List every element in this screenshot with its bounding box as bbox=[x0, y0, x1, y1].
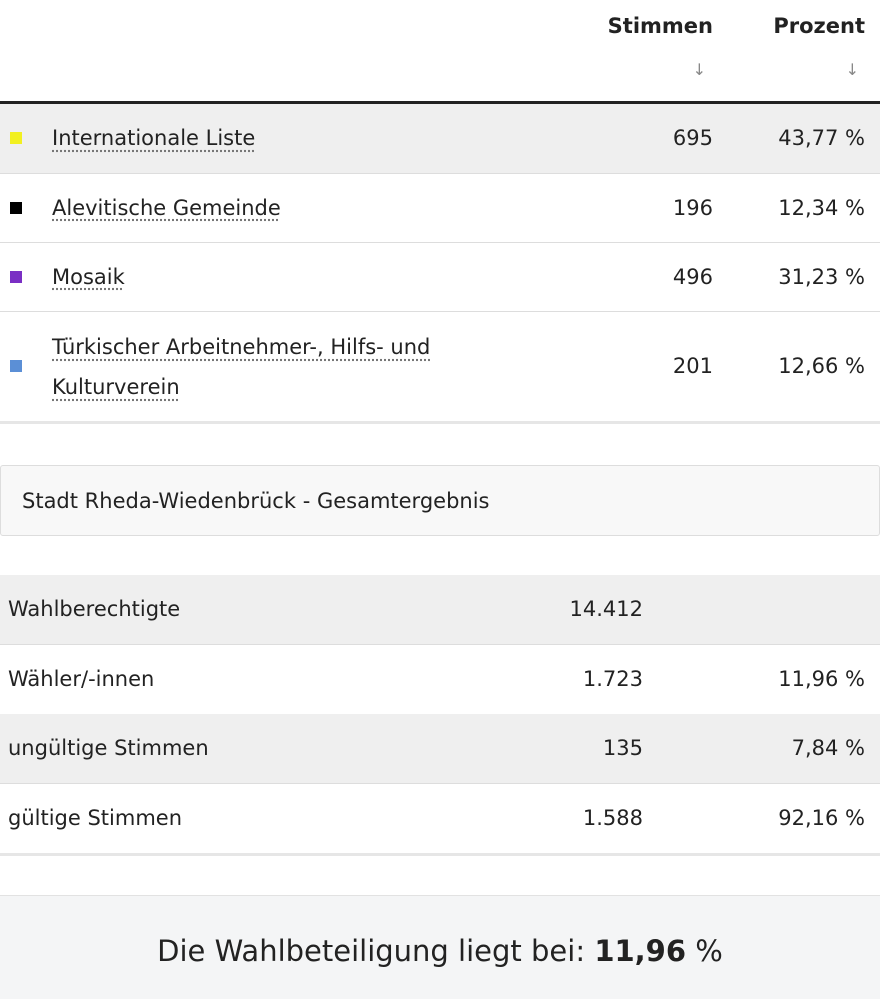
party-row: Alevitische Gemeinde 196 12,34 % bbox=[0, 174, 880, 243]
stats-row: Wähler/-innen 1.723 11,96 % bbox=[0, 645, 880, 715]
stats-label: gültige Stimmen bbox=[8, 805, 183, 830]
turnout-box: Die Wahlbeteiligung liegt bei: 11,96 % bbox=[0, 895, 880, 999]
stats-count: 1.723 bbox=[582, 666, 643, 691]
percent: 12,66 % bbox=[778, 354, 865, 378]
party-color bbox=[10, 270, 22, 283]
stats-percent: 92,16 % bbox=[778, 805, 865, 830]
stats-row: ungültige Stimmen 135 7,84 % bbox=[0, 714, 880, 784]
stats-label: Wahlberechtigte bbox=[8, 597, 181, 621]
stats-row: gültige Stimmen 1.588 92,16 % bbox=[0, 784, 880, 854]
votes: 201 bbox=[672, 354, 713, 378]
percent: 12,34 % bbox=[778, 195, 865, 220]
turnout-text: Die Wahlbeteiligung liegt bei: bbox=[157, 934, 586, 968]
party-row: Internationale Liste 695 43,77 % bbox=[0, 104, 880, 174]
stats-count: 135 bbox=[602, 736, 643, 760]
stats-row: Wahlberechtigte 14.412 bbox=[0, 575, 880, 645]
column-header[interactable]: Stimmen bbox=[607, 14, 713, 38]
section-header: Stadt Rheda-Wiedenbrück - Gesamtergebnis bbox=[0, 465, 880, 536]
party-name[interactable]: Alevitische Gemeinde bbox=[52, 195, 281, 220]
percent: 31,23 % bbox=[778, 264, 865, 289]
stats-label: ungültige Stimmen bbox=[8, 736, 209, 760]
turnout-value: 11,96 bbox=[594, 934, 687, 968]
party-name[interactable]: Internationale Liste bbox=[52, 126, 256, 150]
header-rule bbox=[0, 101, 880, 104]
column-header[interactable]: Prozent bbox=[773, 14, 865, 38]
table-shadow bbox=[0, 421, 880, 424]
votes: 695 bbox=[672, 126, 713, 150]
party-color bbox=[10, 132, 22, 144]
section-title: Stadt Rheda-Wiedenbrück - Gesamtergebnis bbox=[22, 489, 490, 513]
party-name[interactable]: Türkischer Arbeitnehmer-, Hilfs- und Kul… bbox=[52, 335, 431, 399]
party-color bbox=[10, 201, 22, 214]
votes: 196 bbox=[672, 195, 713, 220]
percent: 43,77 % bbox=[778, 126, 865, 150]
sort-icon[interactable]: ↓ bbox=[692, 60, 706, 79]
stats-count: 1.588 bbox=[582, 805, 643, 830]
party-name[interactable]: Mosaik bbox=[52, 264, 125, 289]
party-row: Türkischer Arbeitnehmer-, Hilfs- und Kul… bbox=[0, 312, 880, 422]
stats-count: 14.412 bbox=[569, 597, 643, 621]
stats-label: Wähler/-innen bbox=[8, 666, 155, 691]
table-shadow bbox=[0, 853, 880, 856]
votes: 496 bbox=[672, 264, 713, 289]
party-row: Mosaik 496 31,23 % bbox=[0, 243, 880, 312]
stats-percent: 7,84 % bbox=[791, 736, 865, 760]
stats-percent: 11,96 % bbox=[778, 666, 865, 691]
party-color bbox=[10, 360, 22, 372]
sort-icon[interactable]: ↓ bbox=[845, 60, 859, 79]
turnout-unit: % bbox=[695, 934, 723, 968]
